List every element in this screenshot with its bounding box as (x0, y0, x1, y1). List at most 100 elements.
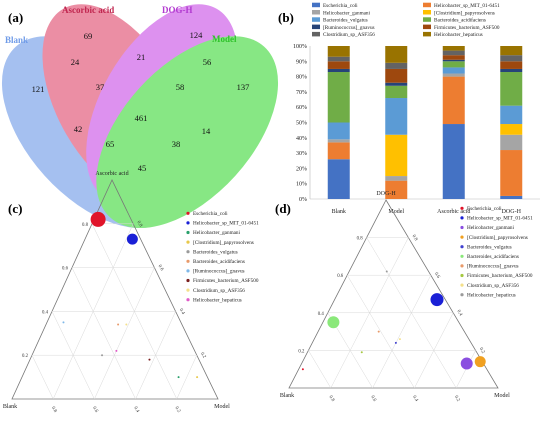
bar-segment-blank-bacteroides-vulgatus (327, 122, 350, 140)
bar-segment-dog-h-helicobacter-sp-mit-01-6451 (500, 150, 523, 196)
ternary-point-helicobacter-hepaticus (385, 270, 388, 273)
bar-segment-blank-helicobacter-ganmani (327, 139, 350, 143)
ternary-grid-line (135, 311, 176, 400)
ternary-legend-label-helicobacter-ganmani: Helicobacter_ganmani (193, 230, 241, 236)
ternary-point-bacteroides-acidifaciens (327, 316, 340, 329)
bar-segment-ascorbic-acid-helicobacter-sp-mit-01-6451 (442, 76, 465, 125)
ternary-legend-label-clostridium-sp-asf356: Clostridium_sp_ASF356 (193, 288, 245, 294)
venn-label-blank: Blank (5, 35, 28, 45)
bar-segment-model-helicobacter-ganmani (385, 176, 408, 181)
bar-segment-blank-helicobacter-hepaticus (327, 46, 350, 57)
ternary-tick-left-edge: 0.2 (22, 354, 29, 359)
ternary-legend-marker-clostridium-sp-asf356 (460, 283, 464, 287)
ternary-tick-left-edge: 0.2 (298, 349, 305, 354)
ternary-legend-marker-bacteroides-vulgatus (460, 245, 464, 249)
ternary-legend-label-helicobacter-ganmani: Helicobacter_ganmani (467, 225, 515, 231)
bar-segment-dog-h-clostridium-sp-asf356 (500, 55, 523, 62)
ternary-tick-bottom-edge: 0.2 (453, 395, 461, 403)
ternary-legend-label-bacteroides-vulgatus: Bacteroides_vulgatus (467, 244, 512, 250)
ternary-legend-marker-escherichia-coli (186, 211, 190, 215)
ternary-point-clostridium-sp-asf356 (125, 323, 128, 326)
bar-segment-model-bacteroides-acidifaciens (385, 85, 408, 99)
bar-segment-dog-h-helicobacter-ganmani (500, 134, 523, 151)
ternary-legend-marker-bacteroides-acidifaciens (186, 259, 190, 263)
venn-count-ascorbic-dogh: 21 (137, 52, 146, 62)
ternary-point-ruminococcus-gnavus (62, 321, 65, 324)
legend-label-helicobacter-ganmani: Helicobacter_ganmani (323, 10, 371, 16)
y-tick-label: 20% (296, 166, 307, 172)
legend-label-bacteroides-vulgatus: Bacteroides_vulgatus (323, 18, 368, 24)
ternary-legend-marker-ruminococcus-gnavus (186, 269, 190, 273)
bar-segment-model-helicobacter-hepaticus (385, 46, 408, 63)
ternary-legend-label-firmicutes-bacterium-asf500: Firmicutes_bacterium_ASF500 (193, 278, 259, 284)
ternary-tick-right-edge: 0.6 (157, 264, 165, 272)
ternary-axis-top: DOG-H (376, 191, 396, 197)
ternary-point-helicobacter-ganmani (460, 357, 473, 370)
ternary-point-clostridium-papyrosolvens (196, 376, 199, 379)
ternary-point-ruminococcus-gnavus (377, 330, 380, 333)
venn-count-ascorbic-model: 14 (202, 126, 211, 136)
x-tick-label: Ascorbic acid (437, 209, 470, 215)
ternary-axis-right: Model (494, 393, 510, 399)
ternary-tick-left-edge: 0.4 (42, 310, 49, 315)
ternary-tick-bottom-edge: 0.8 (328, 395, 336, 403)
ternary-legend-marker-helicobacter-sp-mit-01-6451 (460, 216, 464, 220)
ternary-legend-marker-bacteroides-vulgatus (186, 250, 190, 254)
ternary-legend-label-escherichia-coli: Escherichia_coli (467, 206, 502, 212)
bar-segment-model-firmicutes-bacterium-asf500 (385, 68, 408, 83)
venn-count-blank-ascorbic-model: 38 (172, 139, 181, 149)
ternary-axis-top: Ascorbic acid (95, 171, 128, 177)
ternary-legend-label-helicobacter-sp-mit-01-6451: Helicobacter_sp_MIT_01-6451 (193, 221, 259, 227)
ternary-point-bacteroides-vulgatus (394, 341, 397, 344)
bar-x-axis: Blank Model Ascorbic acid DOG-H (332, 209, 522, 215)
ternary-point-firmicutes-bacterium-asf500 (148, 358, 151, 361)
bar-segment-blank-clostridium-sp-asf356 (327, 56, 350, 62)
ternary-tick-bottom-edge: 0.2 (174, 406, 182, 414)
venn-count-dogh-model: 56 (203, 57, 212, 67)
ternary-grid-line (94, 267, 155, 400)
ternary-point-helicobacter-sp-mit-01-6451 (430, 293, 444, 307)
x-tick-label: DOG-H (502, 209, 522, 215)
ternary-tick-bottom-edge: 0.8 (50, 406, 58, 414)
ternary-point-bacteroides-acidifaciens (117, 323, 120, 326)
stacked-bar-chart: (b) Escherichia_coli Helicobacter_sp_MIT_… (278, 2, 540, 215)
ternary-tick-right-edge: 0.2 (199, 352, 207, 360)
venn-count-blank-only: 121 (32, 84, 45, 94)
bar-segment-model-clostridium-papyrosolvens (385, 134, 408, 177)
legend-label-firmicutes-bacterium-asf500: Firmicutes_bacterium_ASF500 (434, 25, 500, 31)
ternary-tick-left-edge: 0.6 (337, 274, 344, 279)
legend-swatch-bacteroides-acidifaciens (423, 17, 431, 22)
panel-label-c: (c) (8, 201, 22, 216)
ternary-axis-left: Blank (3, 404, 17, 410)
venn-count-all: 461 (135, 113, 148, 123)
venn-count-blank-ascorbic-dogh: 37 (96, 82, 105, 92)
ternary-grid-line (414, 312, 454, 389)
ternary-legend-marker-ruminococcus-gnavus (460, 264, 464, 268)
ternary-grid-line (176, 355, 198, 400)
legend-swatch-clostridium-papyrosolvens (423, 10, 431, 15)
venn-count-blank-ascorbic: 24 (71, 57, 80, 67)
ternary-legend-label-helicobacter-hepaticus: Helicobacter_hepaticus (193, 297, 242, 303)
bar-segment-ascorbic-acid-helicobacter-ganmani (442, 73, 465, 77)
ternary-grid-line (308, 350, 332, 389)
ternary-tick-bottom-edge: 0.4 (132, 406, 140, 414)
bar-segment-dog-h-escherichia-coli (500, 195, 523, 199)
ternary-plot-dogh: (d) 0.2 0.2 0.2 0.4 0.4 0.4 0.6 0.6 0.6 0.8 0.8 0.8… (275, 191, 533, 403)
ternary-tick-right-edge: 0.4 (178, 308, 186, 316)
venn-label-dogh: DOG-H (162, 5, 193, 15)
venn-count-dogh-only: 124 (190, 30, 204, 40)
bar-segment-model-helicobacter-sp-mit-01-6451 (385, 180, 408, 199)
legend-swatch-ruminococcus-gnavus (312, 24, 320, 30)
venn-label-ascorbic: Ascorbic acid (62, 5, 114, 15)
legend-swatch-helicobacter-sp-mit-01-6451 (423, 2, 431, 8)
venn-count-model-only: 137 (237, 82, 250, 92)
venn-count-ascorbic-dogh-model: 58 (176, 82, 185, 92)
y-tick-label: 40% (296, 136, 307, 142)
ternary-legend-label-clostridium-sp-asf356: Clostridium_sp_ASF356 (467, 283, 519, 289)
venn-label-model: Model (212, 34, 237, 44)
ternary-legend-marker-clostridium-papyrosolvens (186, 240, 190, 244)
ternary-point-helicobacter-hepaticus (115, 349, 118, 352)
ternary-legend-label-escherichia-coli: Escherichia_coli (193, 211, 228, 217)
ternary-point-helicobacter-sp-mit-01-6451 (126, 233, 138, 245)
